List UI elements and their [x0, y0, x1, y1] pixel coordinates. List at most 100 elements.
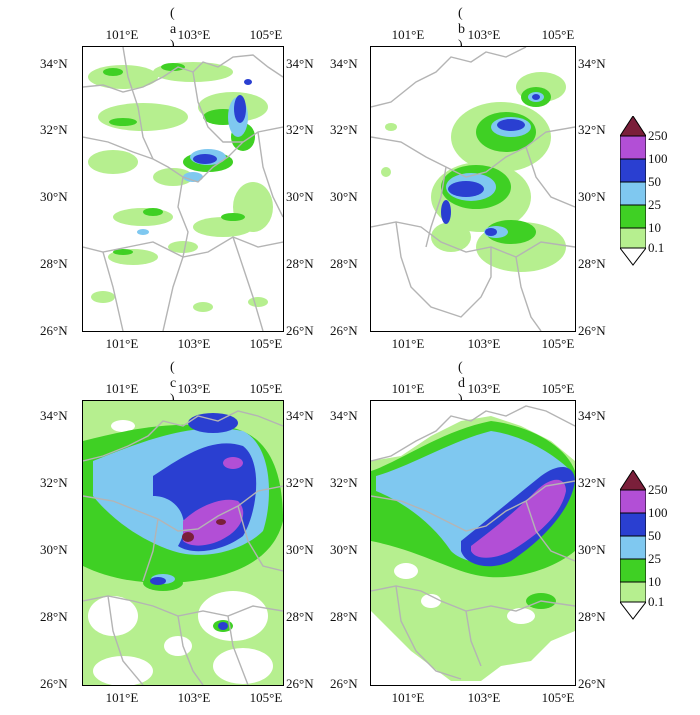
left-tick-30n-b: 30°N [330, 189, 358, 204]
top-tick-105e-c: 105°E [249, 381, 283, 396]
right-tick-32n-a: 32°N [286, 122, 314, 137]
legend-top: 250 100 50 25 10 0.1 [618, 115, 668, 271]
right-tick-30n-a: 30°N [286, 189, 314, 204]
right-tick-32n-c: 32°N [286, 475, 314, 490]
rain-250-layer [182, 519, 226, 542]
precip-map-d [371, 405, 575, 681]
left-tick-28n-b: 28°N [330, 256, 358, 271]
map-frame-c [82, 400, 284, 686]
legend-label-250: 250 [648, 128, 668, 143]
left-tick-32n-d: 32°N [330, 475, 358, 490]
rain-50-layer [193, 79, 252, 164]
bottom-tick-103e-d: 103°E [467, 690, 501, 705]
legend-swatch-250 [619, 469, 647, 491]
right-tick-28n-b: 28°N [578, 256, 606, 271]
right-tick-30n-d: 30°N [578, 542, 606, 557]
left-tick-34n-b: 34°N [330, 56, 358, 71]
legend-swatch-10 [619, 204, 647, 229]
left-tick-30n-c: 30°N [40, 542, 68, 557]
panel-label-a: ( a ) [170, 6, 177, 53]
legend-swatch-0.1 [619, 227, 647, 249]
map-frame-b [370, 46, 576, 332]
precip-map-c [83, 401, 283, 685]
legend-swatch-50 [619, 158, 647, 183]
legend-swatch-250 [619, 115, 647, 137]
panel-label-b: ( b ) [458, 6, 465, 53]
legend-label-50: 50 [648, 528, 661, 543]
panel-label-c: ( c ) [170, 360, 177, 407]
legend-swatch-10 [619, 558, 647, 583]
rain-50-layer [441, 94, 540, 236]
legend-colorbar-top [618, 115, 648, 266]
right-tick-28n-d: 28°N [578, 609, 606, 624]
bottom-tick-105e-a: 105°E [249, 336, 283, 351]
right-tick-26n-c: 26°N [286, 676, 314, 691]
left-tick-32n-b: 32°N [330, 122, 358, 137]
right-tick-26n-d: 26°N [578, 676, 606, 691]
left-tick-30n-d: 30°N [330, 542, 358, 557]
legend-label-50: 50 [648, 174, 661, 189]
legend-swatch-below [618, 601, 648, 620]
bottom-tick-105e-d: 105°E [541, 690, 575, 705]
left-tick-28n-a: 28°N [40, 256, 68, 271]
right-tick-34n-d: 34°N [578, 408, 606, 423]
top-tick-101e-a: 101°E [105, 27, 139, 42]
bottom-tick-101e-b: 101°E [391, 336, 425, 351]
legend-label-10: 10 [648, 220, 661, 235]
top-tick-105e-a: 105°E [249, 27, 283, 42]
precip-map-b [371, 47, 575, 331]
rain-100-layer [471, 479, 566, 558]
bottom-tick-105e-c: 105°E [249, 690, 283, 705]
left-tick-32n-a: 32°N [40, 122, 68, 137]
right-tick-30n-b: 30°N [578, 189, 606, 204]
left-tick-34n-d: 34°N [330, 408, 358, 423]
legend-label-100: 100 [648, 151, 668, 166]
panel-label-d: ( d ) [458, 360, 465, 407]
legend-swatch-below [618, 247, 648, 266]
bottom-tick-103e-c: 103°E [177, 690, 211, 705]
legend-swatch-25 [619, 535, 647, 560]
bottom-tick-101e-c: 101°E [105, 690, 139, 705]
province-boundaries [83, 47, 283, 331]
right-tick-26n-a: 26°N [286, 323, 314, 338]
legend-swatch-50 [619, 512, 647, 537]
right-tick-28n-a: 28°N [286, 256, 314, 271]
legend-swatch-25 [619, 181, 647, 206]
right-tick-30n-c: 30°N [286, 542, 314, 557]
bottom-tick-103e-a: 103°E [177, 336, 211, 351]
left-tick-26n-a: 26°N [40, 323, 68, 338]
province-boundaries [371, 47, 575, 331]
legend-colorbar-bottom [618, 469, 648, 620]
top-tick-105e-b: 105°E [541, 27, 575, 42]
top-tick-103e-b: 103°E [467, 27, 501, 42]
left-tick-26n-c: 26°N [40, 676, 68, 691]
legend-label-25: 25 [648, 551, 661, 566]
legend-label-25: 25 [648, 197, 661, 212]
top-tick-101e-d: 101°E [391, 381, 425, 396]
precip-map-a [83, 47, 283, 331]
left-tick-26n-b: 26°N [330, 323, 358, 338]
legend-label-10: 10 [648, 574, 661, 589]
left-tick-34n-c: 34°N [40, 408, 68, 423]
bottom-tick-101e-d: 101°E [391, 690, 425, 705]
top-tick-105e-d: 105°E [541, 381, 575, 396]
left-tick-30n-a: 30°N [40, 189, 68, 204]
top-tick-103e-d: 103°E [467, 381, 501, 396]
legend-bottom: 250 100 50 25 10 0.1 [618, 469, 668, 625]
right-tick-32n-b: 32°N [578, 122, 606, 137]
legend-label-0.1: 0.1 [648, 240, 665, 255]
left-tick-28n-c: 28°N [40, 609, 68, 624]
top-tick-103e-c: 103°E [177, 381, 211, 396]
bottom-tick-101e-a: 101°E [105, 336, 139, 351]
bottom-tick-105e-b: 105°E [541, 336, 575, 351]
right-tick-34n-b: 34°N [578, 56, 606, 71]
left-tick-28n-d: 28°N [330, 609, 358, 624]
right-tick-34n-a: 34°N [286, 56, 314, 71]
right-tick-32n-d: 32°N [578, 475, 606, 490]
top-tick-101e-c: 101°E [105, 381, 139, 396]
province-boundaries [83, 410, 283, 685]
no-rain-gaps [88, 420, 273, 685]
map-frame-d [370, 400, 576, 686]
legend-swatch-0.1 [619, 581, 647, 603]
top-tick-101e-b: 101°E [391, 27, 425, 42]
